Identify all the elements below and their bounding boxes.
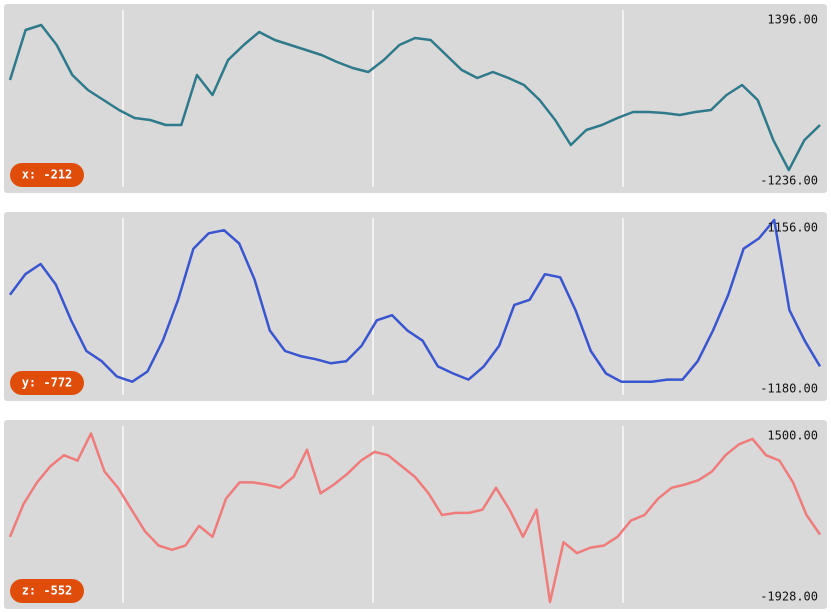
panel: [4, 420, 827, 609]
panel: [4, 212, 827, 401]
y-tick-label: -1236.00: [760, 174, 818, 188]
data-line: [8, 23, 821, 172]
data-line: [8, 218, 822, 383]
y-tick-label: 1500.00: [767, 429, 818, 443]
badge: [10, 163, 84, 187]
y-tick-label: -1928.00: [760, 590, 818, 604]
badge: [10, 579, 84, 603]
panel: [4, 4, 827, 193]
dividers: [122, 10, 624, 603]
y-tick-label: 1396.00: [767, 13, 818, 27]
data-line: [8, 432, 822, 604]
badge-label: x: -212: [22, 168, 73, 182]
badge-label: z: -552: [22, 584, 73, 598]
badge-label: y: -772: [22, 376, 73, 390]
y-tick-label: 1156.00: [767, 221, 818, 235]
y-tick-label: -1180.00: [760, 382, 818, 396]
badge: [10, 371, 84, 395]
